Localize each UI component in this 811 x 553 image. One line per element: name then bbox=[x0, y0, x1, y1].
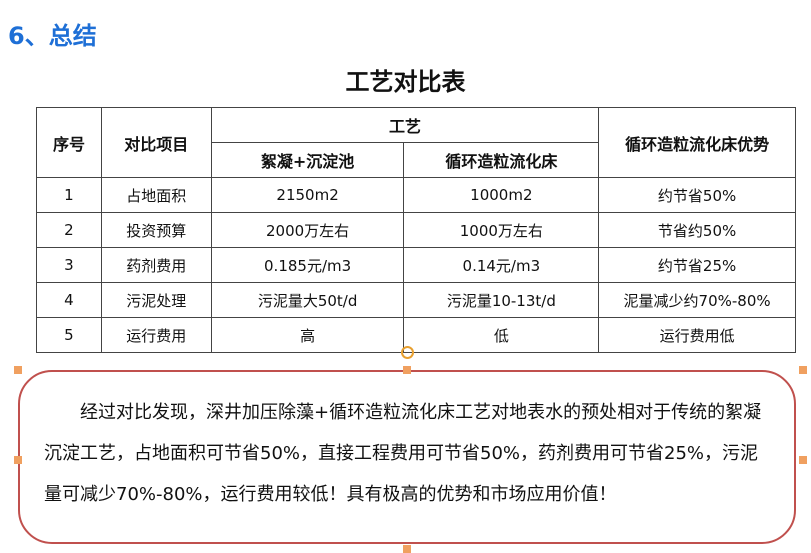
cell: 高 bbox=[210, 317, 405, 353]
cell: 占地面积 bbox=[100, 177, 212, 213]
rotate-handle[interactable] bbox=[401, 346, 414, 359]
cell: 2150m2 bbox=[210, 177, 405, 213]
cell: 0.14元/m3 bbox=[403, 247, 600, 283]
cell: 运行费用低 bbox=[598, 317, 796, 353]
resize-handle[interactable] bbox=[14, 456, 22, 464]
cell: 运行费用 bbox=[100, 317, 212, 353]
cell: 投资预算 bbox=[100, 212, 212, 248]
cell: 1000万左右 bbox=[403, 212, 600, 248]
table-row: 1 占地面积 2150m2 1000m2 约节省50% bbox=[36, 177, 796, 213]
resize-handle[interactable] bbox=[799, 366, 807, 374]
cell: 污泥量大50t/d bbox=[210, 282, 405, 318]
cell: 约节省50% bbox=[598, 177, 796, 213]
cell: 泥量减少约70%-80% bbox=[598, 282, 796, 318]
section-heading: 6、总结 bbox=[8, 22, 97, 50]
cell: 2000万左右 bbox=[210, 212, 405, 248]
cell: 4 bbox=[36, 282, 102, 318]
cell: 1000m2 bbox=[403, 177, 600, 213]
resize-handle[interactable] bbox=[403, 545, 411, 553]
table-row: 2 投资预算 2000万左右 1000万左右 节省约50% bbox=[36, 212, 796, 248]
summary-textbox[interactable]: 经过对比发现，深井加压除藻+循环造粒流化床工艺对地表水的预处相对于传统的絮凝沉淀… bbox=[18, 370, 796, 544]
header-sub1: 絮凝+沉淀池 bbox=[210, 142, 405, 178]
cell: 约节省25% bbox=[598, 247, 796, 283]
cell: 0.185元/m3 bbox=[210, 247, 405, 283]
header-sub2: 循环造粒流化床 bbox=[403, 142, 600, 178]
header-process: 工艺 bbox=[210, 107, 600, 143]
cell: 污泥处理 bbox=[100, 282, 212, 318]
cell: 3 bbox=[36, 247, 102, 283]
cell: 污泥量10-13t/d bbox=[403, 282, 600, 318]
table-row: 5 运行费用高低运行费用低 bbox=[36, 317, 796, 353]
header-no: 序号 bbox=[36, 107, 102, 178]
cell: 药剂费用 bbox=[100, 247, 212, 283]
cell: 1 bbox=[36, 177, 102, 213]
comparison-table: 序号 对比项目 工艺 循环造粒流化床优势 絮凝+沉淀池 循环造粒流化床 1 占地面… bbox=[36, 107, 796, 353]
header-advantage: 循环造粒流化床优势 bbox=[598, 107, 796, 178]
resize-handle[interactable] bbox=[403, 366, 411, 374]
cell: 2 bbox=[36, 212, 102, 248]
cell: 5 bbox=[36, 317, 102, 353]
table-row: 3 药剂费用 0.185元/m3 0.14元/m3 约节省25% bbox=[36, 247, 796, 283]
table-title: 工艺对比表 bbox=[345, 68, 466, 96]
table-row: 4 污泥处理 污泥量大50t/d 污泥量10-13t/d 泥量减少约70%-80% bbox=[36, 282, 796, 318]
resize-handle[interactable] bbox=[14, 366, 22, 374]
cell: 低 bbox=[403, 317, 600, 353]
resize-handle[interactable] bbox=[799, 456, 807, 464]
header-item: 对比项目 bbox=[100, 107, 212, 178]
cell: 节省约50% bbox=[598, 212, 796, 248]
